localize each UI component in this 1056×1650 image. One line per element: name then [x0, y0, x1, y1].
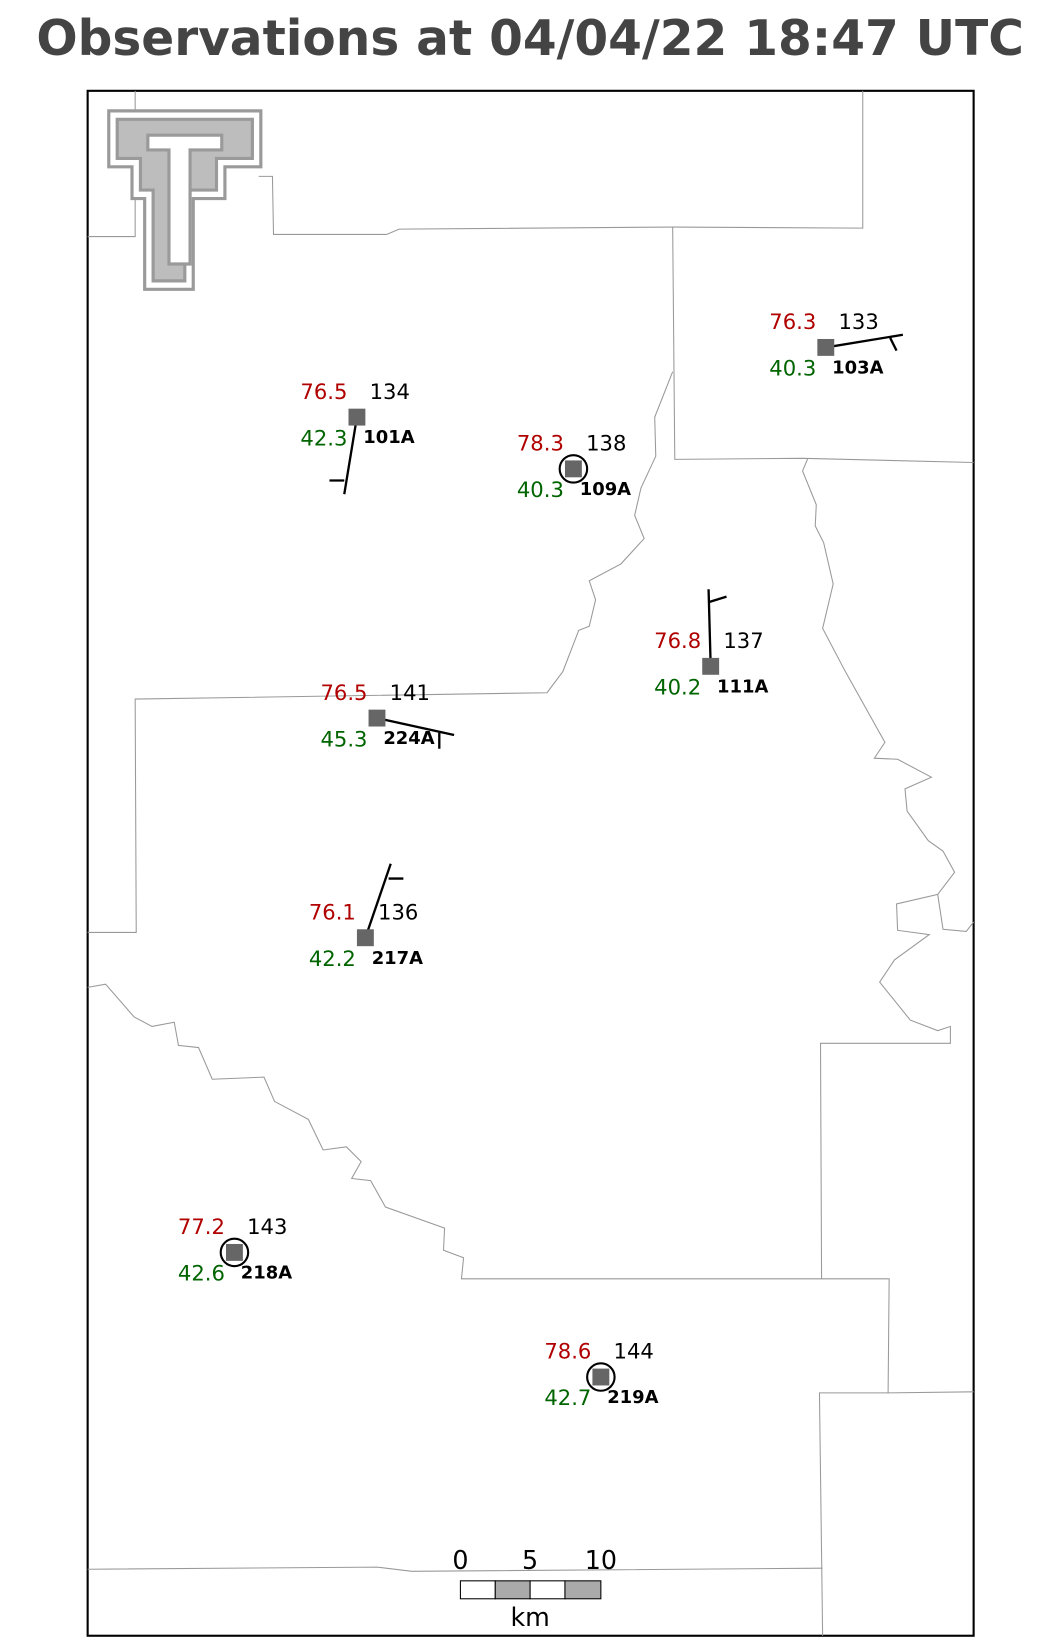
pressure: 143 — [247, 1214, 287, 1239]
station-id: 111A — [717, 676, 768, 697]
scale-bar: 0 5 10 km — [452, 1545, 617, 1632]
pressure: 134 — [370, 379, 410, 404]
dewpoint: 40.3 — [769, 356, 816, 381]
county-line — [818, 1392, 889, 1636]
scale-segment — [529, 1580, 566, 1600]
station-marker — [817, 338, 835, 356]
station-marker — [368, 709, 386, 727]
temperature: 76.8 — [654, 628, 701, 653]
station-id: 218A — [241, 1263, 292, 1284]
pressure: 138 — [586, 431, 626, 456]
station-marker — [592, 1368, 610, 1386]
station-marker — [348, 408, 366, 426]
station-id: 219A — [607, 1387, 658, 1408]
pressure: 137 — [723, 628, 763, 653]
temperature: 76.3 — [769, 309, 816, 334]
county-lines — [87, 90, 975, 1636]
logo — [107, 109, 263, 291]
scale-unit: km — [510, 1602, 549, 1632]
dewpoint: 40.2 — [654, 675, 701, 700]
wind-barb — [364, 863, 404, 939]
wind-barb — [376, 716, 455, 749]
dewpoint: 42.2 — [309, 946, 356, 971]
dewpoint: 42.6 — [178, 1261, 225, 1286]
county-line — [672, 227, 974, 464]
station-marker — [356, 929, 374, 947]
scale-label: 5 — [522, 1545, 538, 1575]
scale-segment — [564, 1580, 602, 1600]
pressure: 144 — [614, 1339, 654, 1364]
temperature: 76.1 — [309, 899, 356, 924]
temperature: 76.5 — [300, 379, 347, 404]
scale-segment — [459, 1580, 496, 1600]
temperature: 77.2 — [178, 1214, 225, 1239]
station-id: 217A — [372, 948, 423, 969]
county-line — [87, 371, 674, 933]
station-id: 109A — [580, 479, 631, 500]
station-marker — [225, 1243, 243, 1261]
station-marker — [702, 657, 720, 675]
scale-label: 10 — [585, 1545, 617, 1575]
county-line — [258, 90, 864, 235]
calm-circle — [586, 1362, 616, 1392]
county-line — [87, 1566, 823, 1572]
title: Observations at 04/04/22 18:47 UTC — [36, 11, 1024, 67]
calm-circle — [219, 1237, 250, 1268]
wind-barb — [825, 333, 904, 352]
dewpoint: 42.7 — [544, 1385, 591, 1410]
dewpoint: 40.3 — [517, 477, 564, 502]
calm-circle — [558, 454, 589, 484]
wind-barb — [329, 416, 359, 495]
dewpoint: 42.3 — [300, 425, 347, 450]
station-id: 103A — [832, 358, 883, 379]
pressure: 133 — [838, 309, 878, 334]
county-line — [937, 894, 975, 932]
temperature: 76.5 — [320, 680, 367, 705]
station-id: 101A — [363, 427, 414, 448]
station-marker — [564, 460, 582, 478]
pressure: 136 — [378, 899, 418, 924]
dewpoint: 45.3 — [320, 726, 367, 751]
temperature: 78.6 — [544, 1339, 591, 1364]
county-line — [87, 458, 956, 1280]
pressure: 141 — [390, 680, 430, 705]
temperature: 78.3 — [517, 431, 564, 456]
scale-label: 0 — [452, 1545, 468, 1575]
stations: 76.3 133 40.3 103A 76.5 134 42.3 101A 78.3 138 40.… — [178, 309, 904, 1410]
wind-barb — [707, 589, 727, 667]
scale-segment — [494, 1580, 531, 1600]
county-line — [821, 1278, 974, 1394]
station-id: 224A — [383, 728, 434, 749]
logo-core — [146, 133, 224, 266]
